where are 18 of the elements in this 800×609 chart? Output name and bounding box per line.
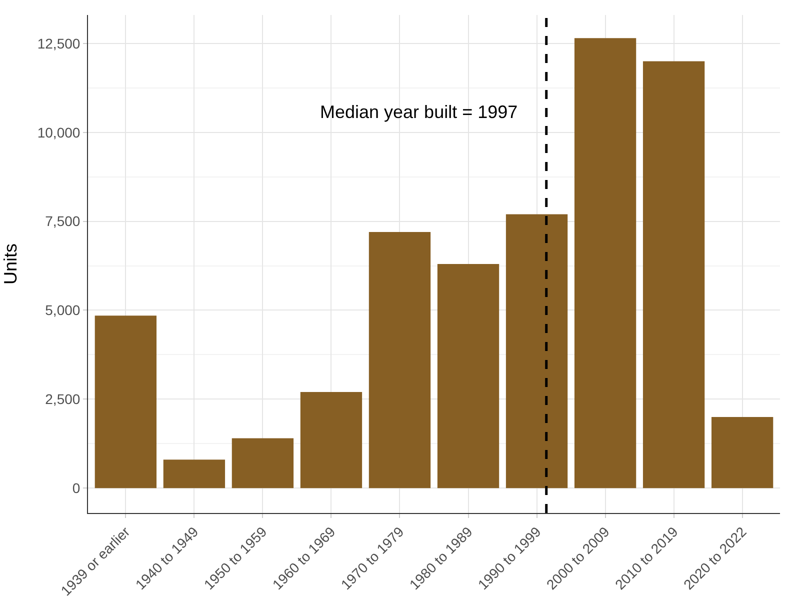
bar — [300, 392, 362, 488]
y-tick-label: 0 — [72, 480, 80, 496]
bar — [574, 38, 636, 488]
bar — [368, 232, 431, 488]
bar — [163, 460, 226, 488]
bar — [506, 214, 568, 488]
y-axis-title: Units — [0, 243, 21, 285]
y-tick-label: 12,500 — [37, 35, 80, 52]
y-tick-label: 2,500 — [45, 391, 80, 408]
bar — [94, 316, 157, 488]
bar — [232, 438, 294, 488]
bar — [642, 61, 705, 488]
bar — [711, 416, 774, 488]
y-tick-label: 10,000 — [37, 124, 80, 140]
y-tick-label: 5,000 — [45, 302, 80, 318]
ref-line-label: Median year built = 1997 — [320, 102, 518, 122]
y-tick-label: 7,500 — [45, 213, 80, 230]
bar — [437, 264, 500, 488]
